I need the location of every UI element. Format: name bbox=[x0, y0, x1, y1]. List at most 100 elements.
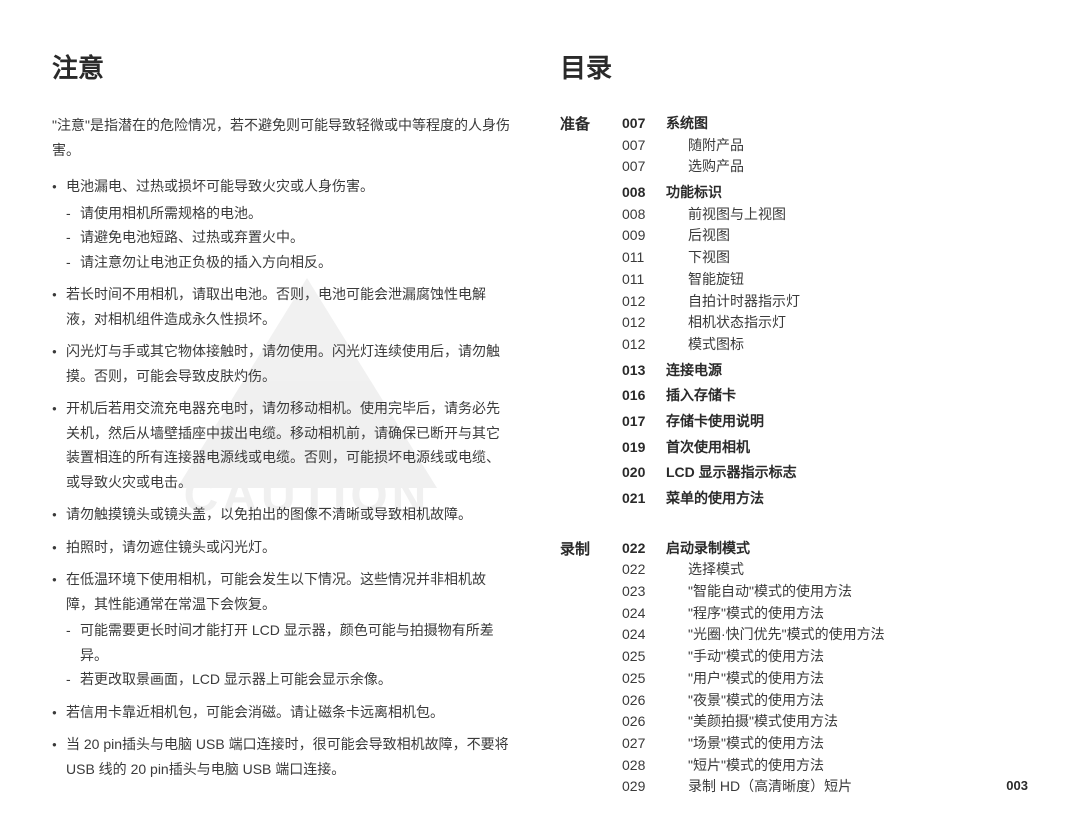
toc-page-num: 013 bbox=[622, 360, 666, 382]
toc-item-text: "程序"模式的使用方法 bbox=[666, 603, 1028, 625]
toc-heading-text: 插入存储卡 bbox=[666, 385, 1028, 407]
toc-item-text: 选购产品 bbox=[666, 156, 1028, 178]
toc-page-num: 016 bbox=[622, 385, 666, 407]
toc-page-num: 007 bbox=[622, 135, 666, 157]
toc-item-row: 024"程序"模式的使用方法 bbox=[622, 603, 1028, 625]
toc-section-label: 准备 bbox=[560, 113, 604, 134]
toc-page-num: 024 bbox=[622, 624, 666, 646]
toc-item-text: 下视图 bbox=[666, 247, 1028, 269]
toc-page-num: 026 bbox=[622, 690, 666, 712]
toc-item-row: 025"用户"模式的使用方法 bbox=[622, 668, 1028, 690]
toc-item-row: 028"短片"模式的使用方法 bbox=[622, 755, 1028, 777]
toc-item-text: "用户"模式的使用方法 bbox=[666, 668, 1028, 690]
caution-item: 在低温环境下使用相机，可能会发生以下情况。这些情况并非相机故障，其性能通常在常温… bbox=[52, 567, 512, 692]
toc-page-num: 024 bbox=[622, 603, 666, 625]
toc-page-num: 021 bbox=[622, 488, 666, 510]
toc-heading-row: 016插入存储卡 bbox=[622, 385, 1028, 407]
toc-page-num: 008 bbox=[622, 204, 666, 226]
toc-item-text: 智能旋钮 bbox=[666, 269, 1028, 291]
toc-item-row: 008前视图与上视图 bbox=[622, 204, 1028, 226]
toc-item-text: "光圈·快门优先"模式的使用方法 bbox=[666, 624, 1028, 646]
toc-item-row: 011智能旋钮 bbox=[622, 269, 1028, 291]
caution-subitem: 请注意勿让电池正负极的插入方向相反。 bbox=[66, 250, 512, 275]
toc-page-num: 012 bbox=[622, 312, 666, 334]
toc-item-row: 009后视图 bbox=[622, 225, 1028, 247]
toc-page-num: 020 bbox=[622, 462, 666, 484]
toc-heading-text: 存储卡使用说明 bbox=[666, 411, 1028, 433]
toc-item-row: 007随附产品 bbox=[622, 135, 1028, 157]
toc-item-text: 相机状态指示灯 bbox=[666, 312, 1028, 334]
toc-item-text: "手动"模式的使用方法 bbox=[666, 646, 1028, 668]
toc-item-text: "夜景"模式的使用方法 bbox=[666, 690, 1028, 712]
toc-page-num: 023 bbox=[622, 581, 666, 603]
toc-page-num: 026 bbox=[622, 711, 666, 733]
toc-heading-row: 007系统图 bbox=[622, 113, 1028, 135]
toc-section: 准备007系统图007随附产品007选购产品008功能标识008前视图与上视图0… bbox=[560, 113, 1028, 514]
toc-page-num: 022 bbox=[622, 559, 666, 581]
toc-page-num: 012 bbox=[622, 334, 666, 356]
toc-item-text: "场景"模式的使用方法 bbox=[666, 733, 1028, 755]
toc-item-row: 026"美颜拍摄"模式使用方法 bbox=[622, 711, 1028, 733]
toc-heading-row: 019首次使用相机 bbox=[622, 437, 1028, 459]
caution-subitem: 请使用相机所需规格的电池。 bbox=[66, 201, 512, 226]
toc-page-num: 019 bbox=[622, 437, 666, 459]
toc-item-row: 027"场景"模式的使用方法 bbox=[622, 733, 1028, 755]
toc-item-text: 随附产品 bbox=[666, 135, 1028, 157]
right-title: 目录 bbox=[560, 48, 1028, 85]
toc-page-num: 028 bbox=[622, 755, 666, 777]
toc-item-row: 012模式图标 bbox=[622, 334, 1028, 356]
toc-heading-text: LCD 显示器指示标志 bbox=[666, 462, 1028, 484]
toc-item-row: 007选购产品 bbox=[622, 156, 1028, 178]
toc-page-num: 017 bbox=[622, 411, 666, 433]
toc-page-num: 011 bbox=[622, 269, 666, 291]
caution-item: 请勿触摸镜头或镜头盖，以免拍出的图像不清晰或导致相机故障。 bbox=[52, 502, 512, 527]
caution-subitem: 可能需要更长时间才能打开 LCD 显示器，颜色可能与拍摄物有所差异。 bbox=[66, 618, 512, 667]
toc-item-text: 自拍计时器指示灯 bbox=[666, 291, 1028, 313]
toc-item-row: 022选择模式 bbox=[622, 559, 1028, 581]
toc-heading-row: 022启动录制模式 bbox=[622, 538, 1028, 560]
caution-item: 闪光灯与手或其它物体接触时，请勿使用。闪光灯连续使用后，请勿触摸。否则，可能会导… bbox=[52, 339, 512, 388]
toc-item-text: 后视图 bbox=[666, 225, 1028, 247]
toc-item-text: "智能自动"模式的使用方法 bbox=[666, 581, 1028, 603]
toc-heading-row: 017存储卡使用说明 bbox=[622, 411, 1028, 433]
caution-list: 电池漏电、过热或损坏可能导致火灾或人身伤害。请使用相机所需规格的电池。请避免电池… bbox=[52, 174, 512, 781]
toc-heading-text: 系统图 bbox=[666, 113, 1028, 135]
toc-item-row: 029录制 HD（高清晰度）短片 bbox=[622, 776, 1028, 798]
toc-page-num: 007 bbox=[622, 156, 666, 178]
toc-item-row: 023"智能自动"模式的使用方法 bbox=[622, 581, 1028, 603]
toc-section: 录制022启动录制模式022选择模式023"智能自动"模式的使用方法024"程序… bbox=[560, 538, 1028, 802]
toc-heading-row: 013连接电源 bbox=[622, 360, 1028, 382]
caution-item: 开机后若用交流充电器充电时，请勿移动相机。使用完毕后，请务必先关机，然后从墙壁插… bbox=[52, 396, 512, 494]
toc-item-row: 024"光圈·快门优先"模式的使用方法 bbox=[622, 624, 1028, 646]
toc-heading-row: 020LCD 显示器指示标志 bbox=[622, 462, 1028, 484]
toc-page-num: 029 bbox=[622, 776, 666, 798]
toc-item-row: 012相机状态指示灯 bbox=[622, 312, 1028, 334]
toc-heading-text: 功能标识 bbox=[666, 182, 1028, 204]
toc-item-row: 011下视图 bbox=[622, 247, 1028, 269]
caution-subitem: 若更改取景画面，LCD 显示器上可能会显示余像。 bbox=[66, 667, 512, 692]
toc-item-row: 012自拍计时器指示灯 bbox=[622, 291, 1028, 313]
page-number: 003 bbox=[1006, 778, 1028, 793]
toc-item-text: 录制 HD（高清晰度）短片 bbox=[666, 776, 1028, 798]
toc-heading-text: 连接电源 bbox=[666, 360, 1028, 382]
toc-heading-row: 021菜单的使用方法 bbox=[622, 488, 1028, 510]
toc-item-text: 模式图标 bbox=[666, 334, 1028, 356]
toc-item-text: 选择模式 bbox=[666, 559, 1028, 581]
toc-item-text: "美颜拍摄"模式使用方法 bbox=[666, 711, 1028, 733]
caution-item: 拍照时，请勿遮住镜头或闪光灯。 bbox=[52, 535, 512, 560]
toc-page-num: 022 bbox=[622, 538, 666, 560]
toc-heading-text: 菜单的使用方法 bbox=[666, 488, 1028, 510]
toc-page-num: 025 bbox=[622, 646, 666, 668]
caution-item: 若信用卡靠近相机包，可能会消磁。请让磁条卡远离相机包。 bbox=[52, 700, 512, 725]
toc-heading-row: 008功能标识 bbox=[622, 182, 1028, 204]
toc-page-num: 012 bbox=[622, 291, 666, 313]
caution-item: 若长时间不用相机，请取出电池。否则，电池可能会泄漏腐蚀性电解液，对相机组件造成永… bbox=[52, 282, 512, 331]
table-of-contents: 准备007系统图007随附产品007选购产品008功能标识008前视图与上视图0… bbox=[560, 113, 1028, 802]
toc-page-num: 027 bbox=[622, 733, 666, 755]
caution-intro: "注意"是指潜在的危险情况，若不避免则可能导致轻微或中等程度的人身伤害。 bbox=[52, 113, 512, 162]
toc-page-num: 025 bbox=[622, 668, 666, 690]
toc-page-num: 007 bbox=[622, 113, 666, 135]
toc-page-num: 008 bbox=[622, 182, 666, 204]
toc-page-num: 009 bbox=[622, 225, 666, 247]
toc-item-row: 026"夜景"模式的使用方法 bbox=[622, 690, 1028, 712]
